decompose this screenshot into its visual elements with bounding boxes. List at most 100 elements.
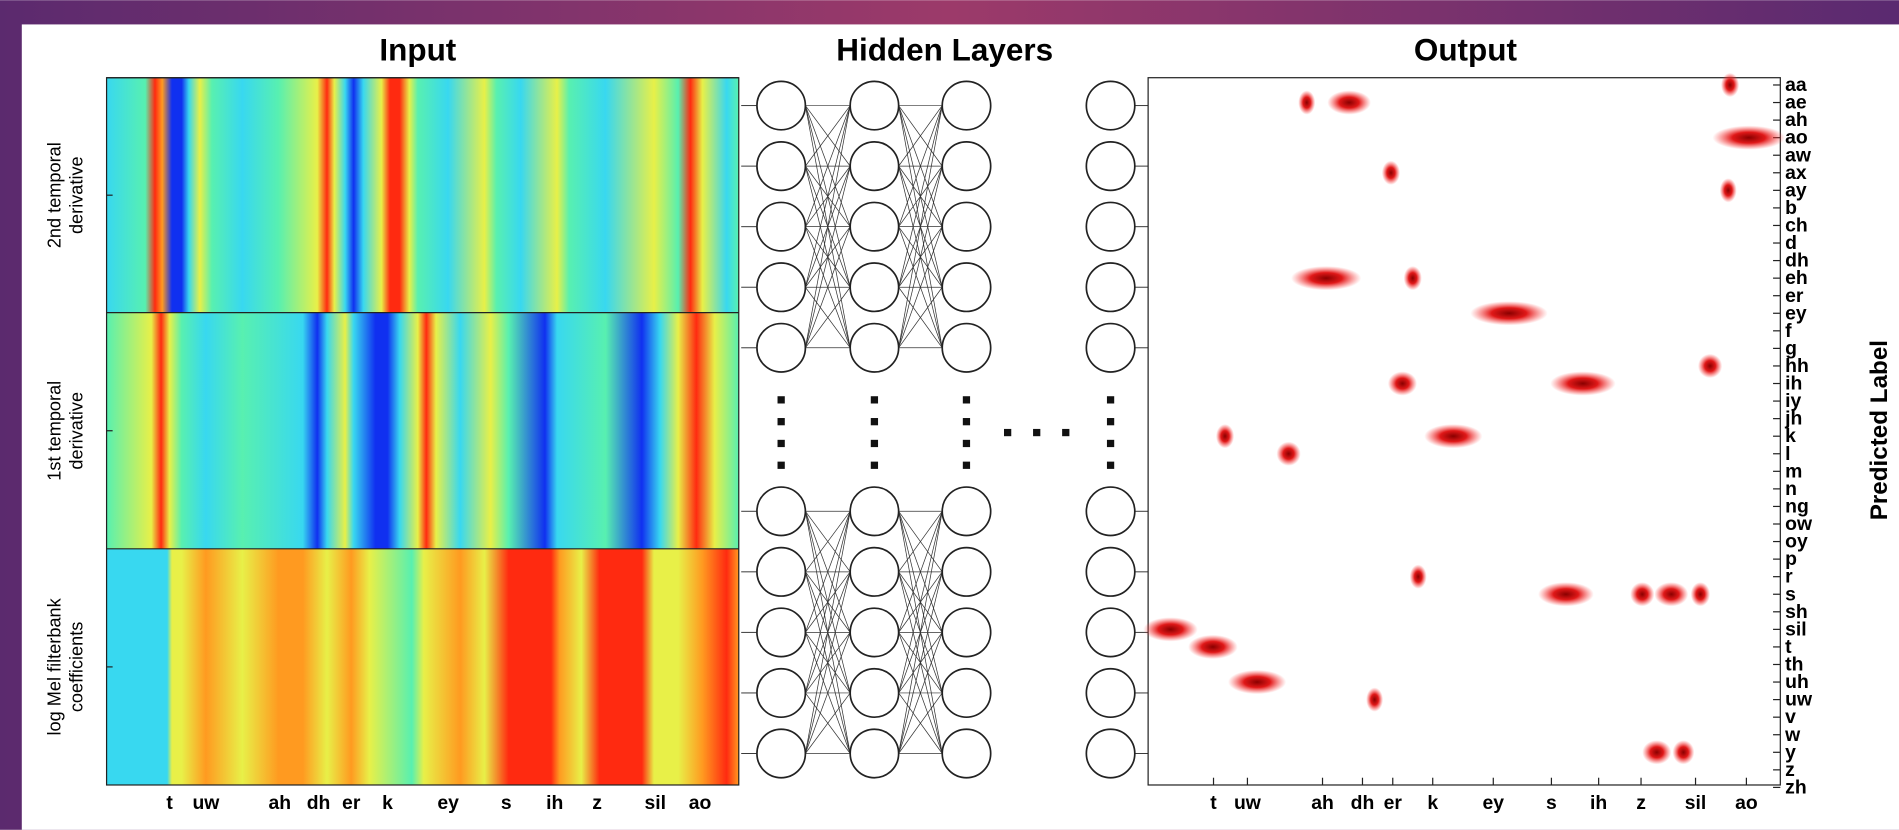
activation [1538,582,1594,607]
neuron [756,141,807,192]
row-label-line: log Mel filterbank [45,597,65,735]
title: Output [1414,33,1518,68]
activation [1470,301,1548,326]
y-label: uw [1785,689,1813,711]
x-label: k [1427,792,1438,814]
y-label: ah [1785,109,1808,131]
ellipsis-dot [962,418,971,426]
ellipsis-dot [777,418,785,426]
neuron [756,546,807,597]
ellipsis-dot [1106,461,1115,469]
ellipsis-dot [777,396,785,404]
neuron [756,607,807,658]
x-label: er [1384,792,1403,814]
x-label: sil [644,792,666,814]
neuron [1085,322,1136,373]
connection [805,571,851,754]
x-label: dh [307,792,331,814]
activation [1291,266,1362,291]
neuron [941,607,992,658]
neuron [1085,546,1136,597]
activation [1276,441,1301,466]
y-label: z [1785,759,1795,781]
connection [898,105,943,167]
row-label-line: 1st temporal [45,381,65,481]
neuron [1085,667,1136,719]
y-label: uh [1785,671,1809,693]
row-label-line: coefficients [66,622,86,712]
y-label: ao [1785,127,1808,149]
ellipsis-dot [962,439,971,448]
connection [898,287,943,348]
ellipsis-dot [777,439,785,448]
activation [1387,371,1417,396]
x-label: s [1546,792,1557,814]
x-label: ey [437,792,459,814]
y-label: ax [1785,162,1807,184]
y-label: ay [1785,179,1807,201]
y-label: aa [1785,74,1807,96]
neuron [941,262,992,313]
activation [1327,90,1371,115]
y-label: sil [1785,618,1807,640]
y-label: ey [1785,302,1807,324]
ellipsis-dot [1106,439,1115,448]
y-label: ng [1785,495,1809,517]
heatmap-frame [105,77,740,786]
x-label: t [166,792,173,814]
connection [805,287,851,349]
ellipsis-dot [962,461,971,469]
activation [1654,582,1689,607]
y-label: sh [1785,601,1808,623]
connection [805,511,851,694]
neuron [756,80,807,131]
y-label: k [1785,425,1796,447]
activation [1642,740,1672,765]
y-label: v [1785,706,1796,728]
activation [1188,634,1238,660]
y-label: ih [1785,373,1802,395]
ellipsis-dot [1003,428,1012,437]
connection [805,105,851,167]
connection [898,632,943,754]
neuron [849,728,900,779]
output-frame [1147,77,1781,786]
connection [805,166,851,348]
activation [1298,90,1316,115]
row-label: 1st temporal derivative [45,381,87,481]
connection [898,105,943,227]
row-label: 2nd temporal derivative [45,142,87,248]
y-label: ch [1785,215,1808,237]
x-label: z [1636,792,1646,814]
x-label: z [592,792,602,814]
neuron [941,80,992,131]
y-label: p [1785,548,1797,570]
neuron [849,322,900,373]
neuron [849,546,900,597]
neuron [941,141,992,192]
y-label: t [1785,636,1792,658]
heatmap-panel [106,312,739,549]
ellipsis-dot [1062,428,1070,437]
connection [805,105,851,348]
neuron [849,141,900,192]
x-label: k [382,792,393,814]
connection [898,226,943,348]
y-label: g [1785,337,1797,359]
x-label: sil [1685,792,1707,814]
connection [898,511,943,694]
y-label: ae [1785,92,1807,114]
activation [1366,687,1384,712]
connection [805,105,851,288]
neuron [1085,262,1136,313]
y-label: jh [1784,408,1802,430]
activation [1424,424,1483,449]
neuron [849,667,900,719]
connection [898,105,943,348]
x-label: uw [1234,792,1262,814]
y-label: y [1785,741,1796,763]
neuron [849,201,900,252]
activation [1697,353,1723,379]
activation [1719,178,1737,203]
